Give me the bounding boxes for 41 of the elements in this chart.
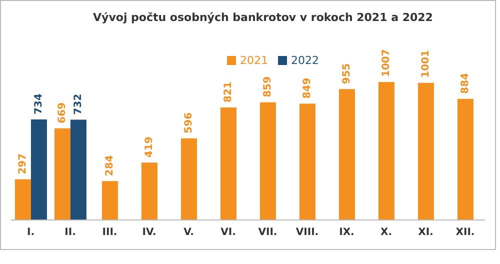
data-label: 669 bbox=[56, 102, 68, 124]
bar bbox=[141, 162, 158, 220]
data-label: 955 bbox=[341, 63, 352, 84]
data-label: 1001 bbox=[420, 50, 432, 78]
data-label: 849 bbox=[302, 78, 313, 99]
data-label: 734 bbox=[33, 93, 44, 114]
data-label: 859 bbox=[262, 76, 274, 98]
x-tick-label: III. bbox=[102, 227, 118, 238]
bar bbox=[220, 107, 236, 220]
legend-label: 2022 bbox=[291, 54, 319, 67]
data-label: 297 bbox=[17, 153, 28, 174]
x-tick-label: VIII. bbox=[296, 227, 319, 238]
data-label: 419 bbox=[144, 136, 155, 158]
x-tick-label: IX. bbox=[339, 227, 354, 238]
legend-label: 2021 bbox=[240, 54, 268, 67]
x-tick-label: VII. bbox=[258, 227, 278, 238]
bar bbox=[30, 119, 47, 220]
bar bbox=[457, 98, 474, 220]
x-tick-label: V. bbox=[184, 227, 194, 238]
bar bbox=[70, 120, 86, 220]
data-label: 1007 bbox=[380, 49, 392, 77]
bar bbox=[418, 82, 434, 220]
bar bbox=[260, 102, 276, 220]
x-tick-label: II. bbox=[64, 227, 76, 238]
data-label: 732 bbox=[72, 94, 84, 115]
x-tick-label: VI. bbox=[220, 227, 236, 238]
x-tick-label: XII. bbox=[456, 227, 475, 238]
x-tick-label: X. bbox=[380, 227, 392, 238]
chart-title: Vývoj počtu osobných bankrotov v rokoch 2021 a 2022 bbox=[92, 11, 434, 24]
data-label: 884 bbox=[460, 72, 471, 94]
x-tick-label: IV. bbox=[142, 227, 156, 238]
bar bbox=[102, 181, 118, 220]
bar bbox=[338, 89, 355, 220]
bar bbox=[180, 138, 197, 220]
x-tick-label: I. bbox=[26, 227, 35, 238]
x-tick-label: XI. bbox=[418, 227, 434, 238]
bar bbox=[299, 104, 316, 220]
bar bbox=[378, 82, 394, 220]
data-label: 596 bbox=[183, 112, 194, 134]
data-label: 821 bbox=[222, 82, 234, 102]
data-label: 284 bbox=[104, 155, 116, 176]
